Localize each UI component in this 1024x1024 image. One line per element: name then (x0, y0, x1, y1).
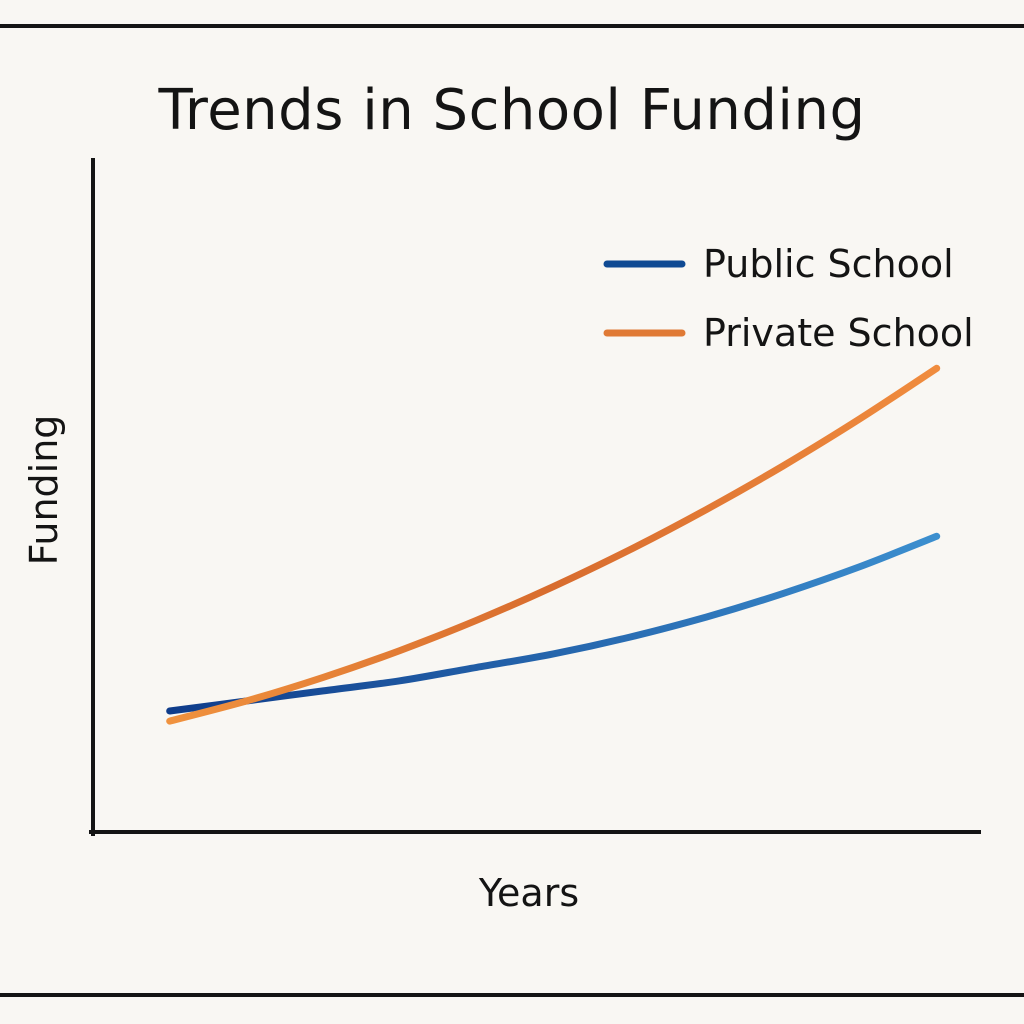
chart-title: Trends in School Funding (158, 78, 866, 143)
legend-label-private-school: Private School (703, 311, 974, 355)
x-axis-label: Years (478, 871, 579, 915)
legend: Public School Private School (603, 242, 974, 355)
series-lines (166, 364, 941, 725)
y-axis-label: Funding (22, 415, 66, 566)
bottom-border (0, 993, 1024, 997)
series-line-private-school (166, 364, 941, 725)
legend-label-public-school: Public School (703, 242, 954, 286)
series-line-public-school (166, 532, 941, 715)
top-border (0, 24, 1024, 28)
